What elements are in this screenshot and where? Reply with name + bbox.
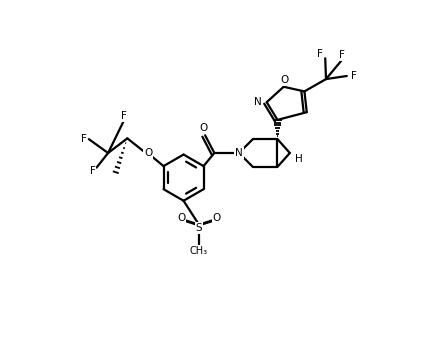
Text: O: O: [144, 148, 152, 158]
Text: F: F: [80, 134, 86, 144]
Text: F: F: [121, 111, 127, 121]
Text: O: O: [177, 213, 185, 223]
Text: F: F: [339, 50, 345, 60]
Text: O: O: [280, 75, 289, 85]
Text: F: F: [90, 166, 96, 177]
Text: N: N: [235, 148, 243, 158]
Text: O: O: [212, 213, 221, 223]
Text: F: F: [317, 49, 323, 59]
Text: H: H: [295, 154, 303, 164]
Text: S: S: [196, 223, 202, 233]
Text: CH₃: CH₃: [190, 246, 208, 256]
Text: O: O: [199, 123, 208, 133]
Text: N: N: [254, 97, 262, 107]
Text: F: F: [351, 71, 357, 81]
